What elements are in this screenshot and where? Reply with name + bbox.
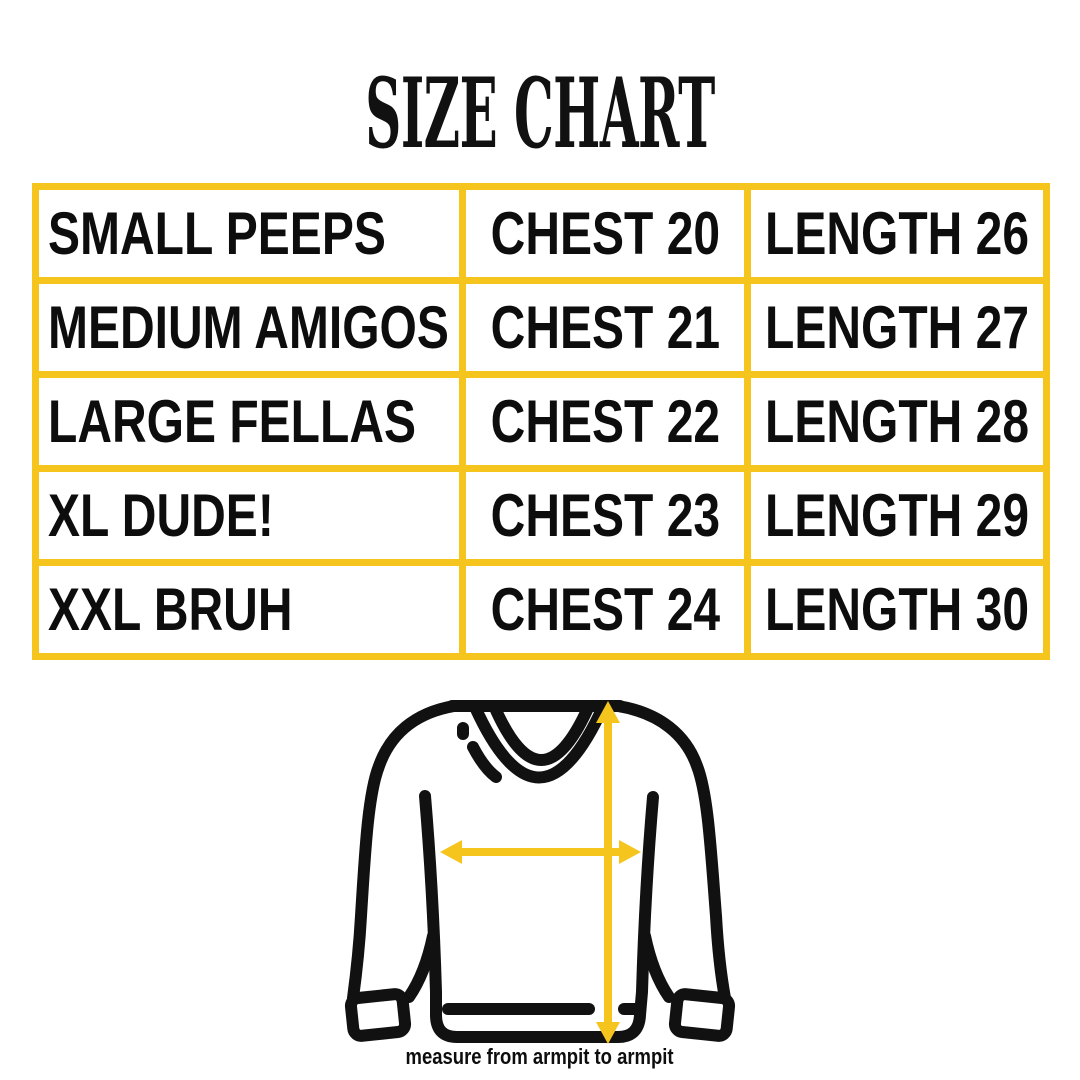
length-arrow-head-up	[596, 701, 620, 723]
size-label: XL DUDE!	[48, 482, 274, 549]
table-row-1-size-cell: MEDIUM AMIGOS	[39, 284, 459, 371]
table-row-4-length-cell: LENGTH 30	[751, 566, 1043, 653]
size-label: MEDIUM AMIGOS	[48, 294, 449, 361]
right-cuff	[668, 988, 736, 1042]
chest-value: CHEST 22	[490, 388, 720, 455]
chest-arrow-head-right	[619, 840, 641, 864]
table-row-2-chest-cell: CHEST 22	[466, 378, 744, 465]
size-label: LARGE FELLAS	[48, 388, 416, 455]
table-row-0-chest-cell: CHEST 20	[466, 190, 744, 277]
collar-outer-arc	[469, 701, 609, 784]
table-row-0-size-cell: SMALL PEEPS	[39, 190, 459, 277]
measurement-caption-text: measure from armpit to armpit	[405, 1044, 675, 1069]
page-title-text: SIZE CHART	[365, 57, 715, 170]
chest-value: CHEST 23	[490, 482, 720, 549]
right-sleeve-inner-edge	[639, 930, 675, 1003]
chest-value: CHEST 20	[490, 200, 720, 267]
length-value: LENGTH 28	[764, 388, 1030, 455]
size-label: XXL BRUH	[48, 576, 293, 643]
size-table: SMALL PEEPS CHEST 20 LENGTH 26 MEDIUM AM…	[32, 183, 1050, 660]
length-value: LENGTH 30	[764, 576, 1030, 643]
sweatshirt-outline	[344, 700, 736, 1043]
page-title: SIZE CHART	[0, 66, 1080, 162]
table-row-2-size-cell: LARGE FELLAS	[39, 378, 459, 465]
table-row-2-length-cell: LENGTH 28	[751, 378, 1043, 465]
table-row-1-length-cell: LENGTH 27	[751, 284, 1043, 371]
measurement-caption: measure from armpit to armpit	[0, 1044, 1080, 1070]
left-sleeve-inner-edge	[403, 930, 439, 1003]
chest-arrow-head-left	[440, 840, 462, 864]
left-cuff	[344, 988, 412, 1042]
chest-value: CHEST 21	[490, 294, 720, 361]
chest-arrow	[440, 840, 641, 864]
left-sleeve-outline	[347, 700, 460, 1004]
right-sleeve-outline	[612, 700, 731, 1004]
size-label: SMALL PEEPS	[48, 200, 386, 267]
length-value: LENGTH 27	[764, 294, 1030, 361]
body-outline	[419, 790, 659, 1043]
length-arrow	[596, 701, 620, 1044]
table-row-3-chest-cell: CHEST 23	[466, 472, 744, 559]
collar-accent-dash	[467, 741, 502, 783]
table-row-4-chest-cell: CHEST 24	[466, 566, 744, 653]
table-row-4-size-cell: XXL BRUH	[39, 566, 459, 653]
table-row-3-size-cell: XL DUDE!	[39, 472, 459, 559]
collar-inner-arc	[489, 702, 594, 766]
chest-value: CHEST 24	[490, 576, 720, 643]
table-row-1-chest-cell: CHEST 21	[466, 284, 744, 371]
length-value: LENGTH 26	[764, 200, 1030, 267]
table-row-0-length-cell: LENGTH 26	[751, 190, 1043, 277]
length-value: LENGTH 29	[764, 482, 1030, 549]
length-arrow-head-down	[596, 1022, 620, 1044]
table-row-3-length-cell: LENGTH 29	[751, 472, 1043, 559]
